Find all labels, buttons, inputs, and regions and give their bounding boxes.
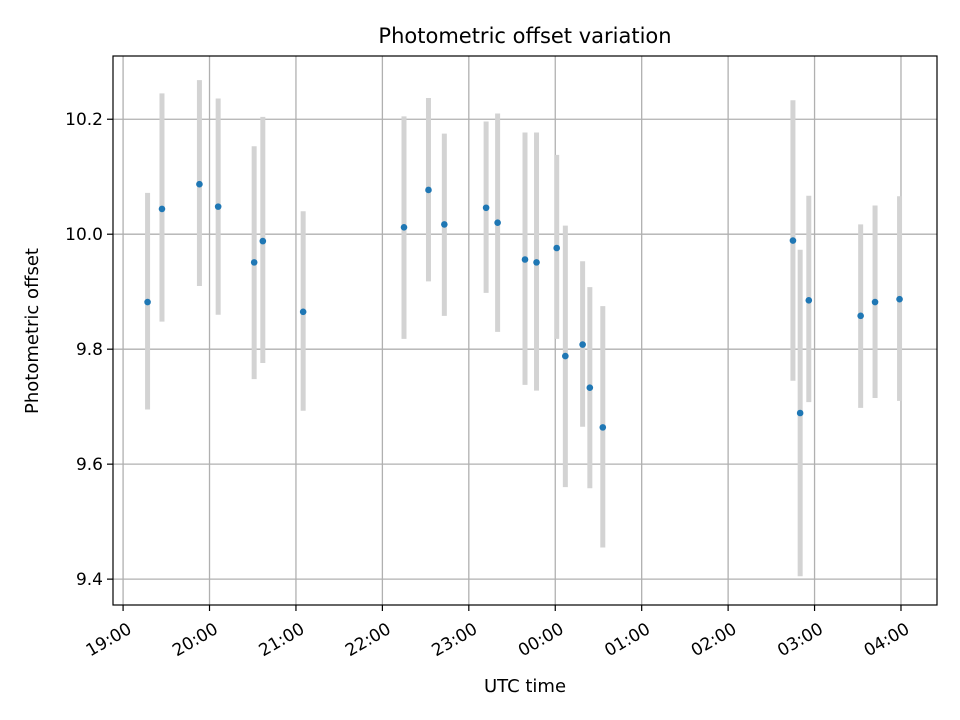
data-point bbox=[857, 312, 864, 320]
data-point bbox=[144, 298, 151, 306]
data-point bbox=[586, 384, 594, 391]
chart-title: Photometric offset variation bbox=[378, 24, 671, 48]
data-point bbox=[425, 186, 432, 194]
y-tick-label: 9.8 bbox=[76, 340, 103, 360]
y-tick-label: 10.0 bbox=[65, 225, 103, 245]
data-points bbox=[144, 180, 903, 431]
y-axis-label: Photometric offset bbox=[22, 248, 43, 414]
data-point bbox=[250, 259, 258, 266]
data-point bbox=[259, 237, 267, 245]
data-point bbox=[494, 219, 501, 227]
data-point bbox=[196, 180, 203, 188]
y-tick-label: 9.6 bbox=[76, 455, 103, 475]
data-point bbox=[553, 244, 560, 252]
y-tick-label: 9.4 bbox=[76, 570, 103, 590]
x-axis-label: UTC time bbox=[484, 676, 566, 697]
data-point bbox=[521, 256, 529, 263]
data-point bbox=[158, 205, 166, 213]
data-point bbox=[400, 224, 408, 231]
data-point bbox=[533, 259, 540, 266]
data-point bbox=[805, 297, 813, 304]
data-point bbox=[579, 341, 586, 348]
data-point bbox=[299, 308, 307, 316]
data-point bbox=[871, 298, 879, 306]
data-point bbox=[214, 203, 222, 210]
data-point bbox=[789, 237, 797, 244]
data-point bbox=[482, 204, 490, 212]
plot-frame bbox=[112, 55, 938, 606]
data-point bbox=[599, 424, 607, 431]
data-point bbox=[796, 409, 804, 417]
y-axis-ticks: 9.4 9.6 9.8 10.0 10.2 bbox=[65, 110, 113, 590]
y-tick-label: 10.2 bbox=[65, 110, 103, 130]
data-point bbox=[896, 295, 903, 303]
data-point bbox=[441, 221, 448, 228]
data-point bbox=[562, 352, 569, 360]
